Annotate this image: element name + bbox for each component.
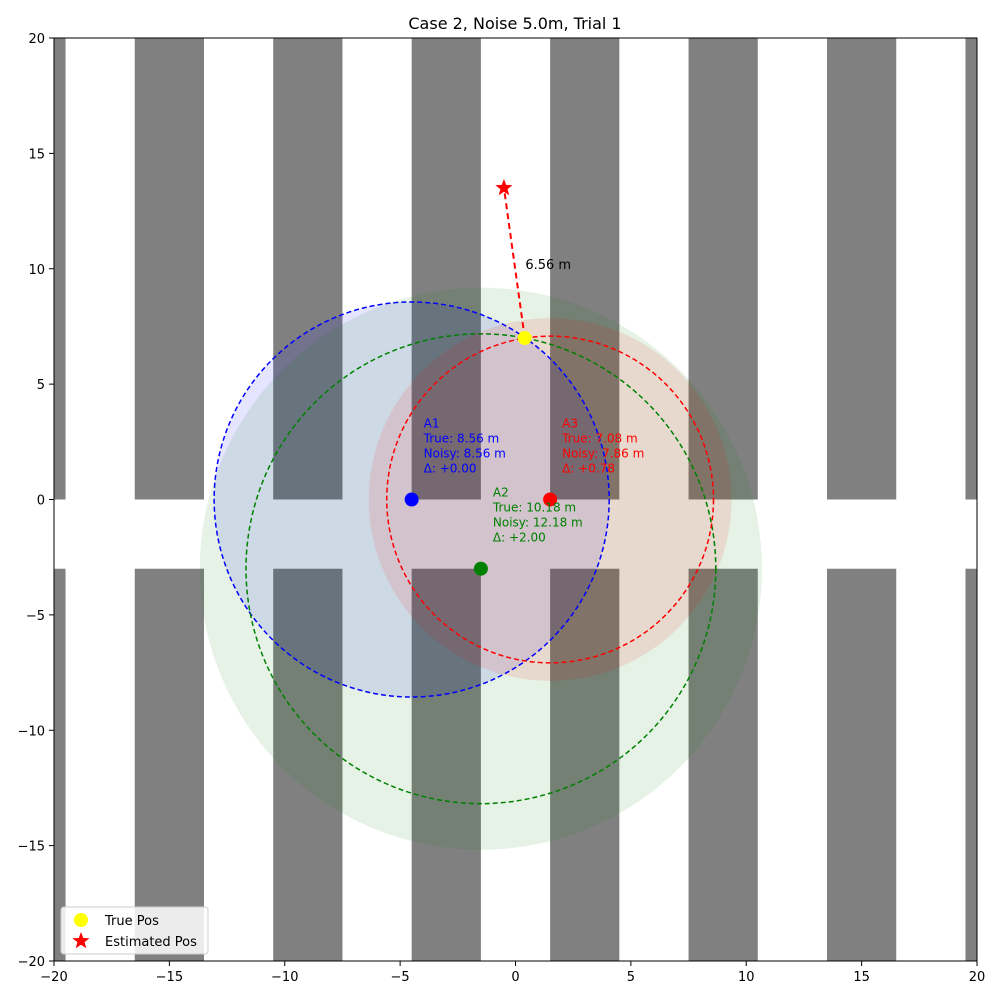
range-circles-layer — [213, 301, 717, 805]
obstacle-block — [965, 568, 977, 961]
anchor-label-a2: True: 10.18 m — [492, 501, 576, 515]
x-tick-label: 0 — [511, 970, 519, 985]
anchor-label-a1: Δ: +0.00 — [424, 462, 477, 476]
anchor-label-a3: Δ: +0.78 — [562, 462, 615, 476]
obstacles-layer — [54, 38, 977, 961]
legend-marker-estimated-pos — [72, 932, 90, 949]
anchor-label-a2: Δ: +2.00 — [493, 531, 546, 545]
x-tick-label: 5 — [627, 970, 635, 985]
x-tick-label: −20 — [40, 970, 67, 985]
y-tick-label: −5 — [26, 609, 45, 624]
obstacle-block — [827, 568, 897, 961]
legend-box — [60, 906, 209, 955]
y-tick-label: −15 — [18, 840, 45, 855]
y-tick-label: 5 — [37, 378, 45, 393]
anchor-label-a1: A1 — [424, 417, 440, 431]
chart-title: Case 2, Noise 5.0m, Trial 1 — [408, 14, 621, 33]
anchor-label-a3: A3 — [562, 417, 578, 431]
anchor-point-a2 — [473, 561, 488, 576]
anchor-label-a3: Noisy: 7.86 m — [562, 447, 644, 461]
error-line — [502, 187, 526, 339]
x-tick-label: 10 — [738, 970, 755, 985]
legend-label: Estimated Pos — [105, 935, 197, 950]
y-tick-label: −20 — [18, 955, 45, 970]
y-axis: −20 −15 −10 −5 0 5 10 15 20 — [18, 32, 54, 970]
estimated-position-point — [495, 178, 513, 196]
x-tick-label: −10 — [271, 970, 298, 985]
anchor-label-a2: Noisy: 12.18 m — [493, 516, 583, 530]
obstacle-block — [688, 568, 758, 961]
x-axis: −20 −15 −10 −5 0 5 10 15 20 — [40, 961, 985, 985]
y-tick-label: 0 — [37, 494, 45, 509]
error-distance-label: 6.56 m — [525, 258, 571, 273]
obstacle-block — [134, 38, 204, 500]
y-tick-label: 15 — [28, 147, 45, 162]
true-range-circle-a3 — [385, 335, 715, 664]
obstacle-block — [273, 38, 343, 500]
anchor-label-a1: True: 8.56 m — [423, 432, 500, 446]
legend-marker-true-pos — [74, 913, 88, 927]
obstacle-block — [688, 38, 758, 500]
anchor-point-a3 — [543, 492, 558, 507]
points-layer — [404, 178, 558, 576]
obstacle-block — [827, 38, 897, 500]
obstacle-block — [550, 568, 620, 961]
x-tick-label: 15 — [853, 970, 870, 985]
y-tick-label: 20 — [28, 32, 45, 47]
x-tick-label: −5 — [391, 970, 410, 985]
true-range-circle-a1 — [213, 301, 610, 698]
obstacle-block — [134, 568, 204, 961]
y-tick-label: 10 — [28, 263, 45, 278]
obstacle-block — [411, 38, 481, 500]
anchor-label-a3: True: 7.08 m — [561, 432, 638, 446]
true-range-circle-a2 — [245, 333, 717, 805]
error-layer: 6.56 m — [502, 187, 571, 339]
x-tick-label: −15 — [156, 970, 183, 985]
obstacle-block — [273, 568, 343, 961]
obstacle-block — [54, 38, 66, 500]
x-tick-label: 20 — [969, 970, 986, 985]
y-tick-label: −10 — [18, 724, 45, 739]
obstacle-block — [965, 38, 977, 500]
legend-label: True Pos — [104, 914, 159, 929]
obstacle-block — [550, 38, 620, 500]
true-position-point — [517, 330, 532, 345]
anchor-label-a2: A2 — [493, 486, 509, 500]
anchor-label-a1: Noisy: 8.56 m — [424, 447, 506, 461]
legend: True Pos Estimated Pos — [60, 906, 209, 955]
obstacle-block — [54, 568, 66, 961]
anchor-point-a1 — [404, 492, 419, 507]
obstacle-block — [411, 568, 481, 961]
